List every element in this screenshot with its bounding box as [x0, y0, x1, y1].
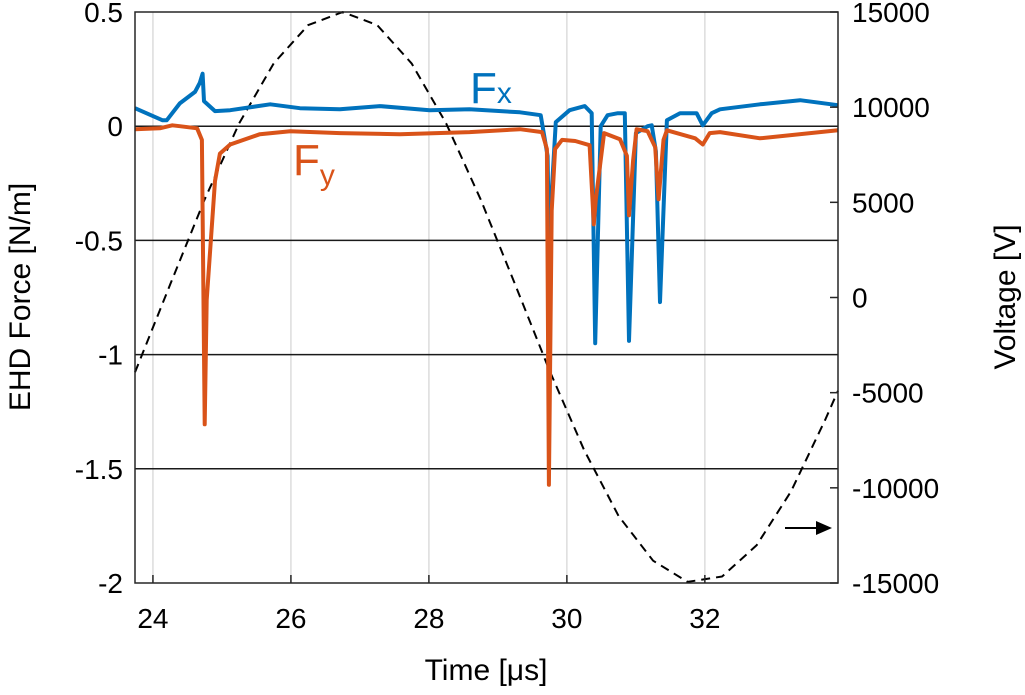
y-tick-label-right: -10000 — [852, 473, 939, 504]
x-tick-label: 24 — [137, 603, 168, 634]
series-line-fx — [134, 71, 839, 346]
series-label-fy-letter: F — [293, 136, 320, 185]
y-tick-label-left: 0.5 — [84, 0, 123, 28]
x-tick-label: 32 — [689, 603, 720, 634]
series-layer — [134, 11, 839, 583]
y-tick-label-left: -1.5 — [75, 454, 123, 485]
right-axis-arrow — [785, 521, 832, 535]
series-label-fx-subscript: x — [497, 77, 512, 110]
series-label-fy: Fy — [293, 136, 335, 192]
y-tick-label-left: -2 — [98, 568, 123, 599]
series-label-fx-letter: F — [470, 64, 497, 113]
y-tick-label-right: 10000 — [852, 92, 930, 123]
y-axis-label-left: EHD Force [N/m] — [4, 183, 37, 411]
y-tick-label-right: 0 — [852, 283, 868, 314]
x-tick-label: 30 — [551, 603, 582, 634]
series-label-fy-subscript: y — [320, 159, 335, 192]
y-axis-label-right: Voltage [V] — [989, 224, 1022, 369]
y-tick-label-left: 0 — [107, 111, 123, 142]
x-axis-label: Time [μs] — [425, 654, 548, 687]
x-tick-label: 26 — [275, 603, 306, 634]
series-line-voltage — [134, 11, 839, 583]
x-tick-label: 28 — [413, 603, 444, 634]
series-line-fy — [134, 123, 839, 487]
y-tick-label-right: 5000 — [852, 187, 914, 218]
y-tick-label-right: -15000 — [852, 568, 939, 599]
y-tick-label-right: 15000 — [852, 0, 930, 28]
y-tick-label-right: -5000 — [852, 378, 924, 409]
ticks: 24 26 28 30 32 0.5 0 -0.5 -1 -1.5 -2 15000 10000 5000… — [75, 0, 939, 634]
y-tick-label-left: -1 — [98, 340, 123, 371]
series-label-fx: Fx — [470, 64, 512, 113]
y-tick-label-left: -0.5 — [75, 225, 123, 256]
arrow-head-icon — [816, 521, 832, 535]
